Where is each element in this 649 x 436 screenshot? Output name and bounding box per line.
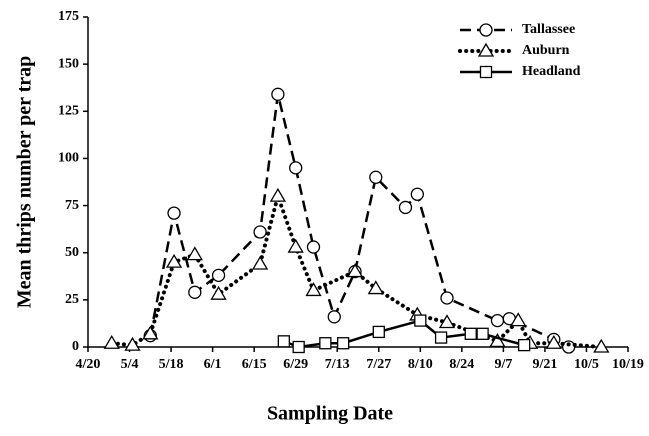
marker bbox=[398, 200, 413, 215]
marker bbox=[489, 333, 506, 347]
marker bbox=[464, 327, 477, 340]
marker bbox=[440, 291, 454, 305]
marker bbox=[188, 285, 202, 299]
marker bbox=[319, 337, 332, 350]
y-tick-label: 125 bbox=[58, 104, 79, 119]
x-tick-label: 4/20 bbox=[76, 357, 101, 372]
marker bbox=[410, 187, 424, 201]
x-tick-label: 9/21 bbox=[532, 357, 557, 372]
marker bbox=[277, 335, 290, 348]
marker bbox=[292, 340, 305, 354]
legend-label: Tallassee bbox=[522, 22, 575, 37]
x-tick-label: 8/10 bbox=[408, 357, 433, 372]
marker bbox=[476, 327, 489, 340]
marker bbox=[253, 225, 267, 239]
y-tick-label: 175 bbox=[58, 9, 79, 24]
marker bbox=[438, 314, 456, 329]
marker bbox=[327, 310, 341, 324]
x-axis-title: Sampling Date bbox=[267, 403, 393, 425]
marker bbox=[490, 313, 505, 328]
marker bbox=[186, 246, 203, 261]
marker bbox=[306, 240, 321, 254]
x-tick-label: 10/5 bbox=[574, 357, 599, 372]
marker bbox=[289, 161, 303, 175]
marker bbox=[165, 253, 183, 268]
marker bbox=[479, 23, 493, 37]
marker bbox=[271, 87, 285, 101]
marker bbox=[251, 255, 269, 270]
legend-label: Auburn bbox=[522, 43, 570, 58]
marker bbox=[211, 268, 226, 282]
marker bbox=[593, 338, 610, 353]
marker bbox=[367, 280, 384, 295]
x-tick-label: 7/13 bbox=[325, 357, 350, 372]
x-tick-label: 6/15 bbox=[242, 357, 267, 372]
y-tick-label: 25 bbox=[65, 292, 79, 307]
marker bbox=[142, 325, 159, 340]
marker bbox=[369, 170, 383, 184]
y-tick-label: 100 bbox=[58, 151, 79, 166]
y-tick-label: 150 bbox=[58, 56, 79, 71]
x-tick-label: 6/29 bbox=[283, 357, 308, 372]
x-tick-label: 5/18 bbox=[159, 357, 184, 372]
series-line bbox=[149, 94, 570, 349]
legend-label: Headland bbox=[522, 64, 581, 79]
marker bbox=[346, 263, 364, 278]
marker bbox=[479, 65, 493, 79]
marker bbox=[434, 331, 448, 344]
x-tick-label: 10/19 bbox=[612, 357, 644, 372]
marker bbox=[372, 325, 385, 339]
marker bbox=[518, 338, 531, 352]
y-tick-label: 50 bbox=[65, 245, 79, 260]
marker bbox=[124, 336, 141, 351]
marker bbox=[103, 334, 120, 349]
x-tick-label: 9/7 bbox=[494, 357, 512, 372]
marker bbox=[562, 340, 576, 354]
y-tick-label: 75 bbox=[65, 198, 79, 213]
y-tick-label: 0 bbox=[72, 339, 79, 354]
marker bbox=[510, 312, 527, 327]
x-tick-label: 6/1 bbox=[204, 357, 222, 372]
marker bbox=[287, 238, 304, 253]
marker bbox=[545, 334, 562, 349]
marker bbox=[414, 314, 427, 327]
marker bbox=[305, 282, 322, 297]
x-tick-label: 5/4 bbox=[121, 357, 139, 372]
marker bbox=[269, 187, 287, 202]
y-axis-title: Mean thrips number per trap bbox=[14, 56, 36, 309]
x-tick-label: 8/24 bbox=[449, 357, 474, 372]
marker bbox=[210, 285, 227, 300]
marker bbox=[337, 337, 350, 350]
marker bbox=[167, 206, 181, 220]
x-tick-label: 7/27 bbox=[366, 357, 391, 372]
marker bbox=[477, 42, 495, 57]
